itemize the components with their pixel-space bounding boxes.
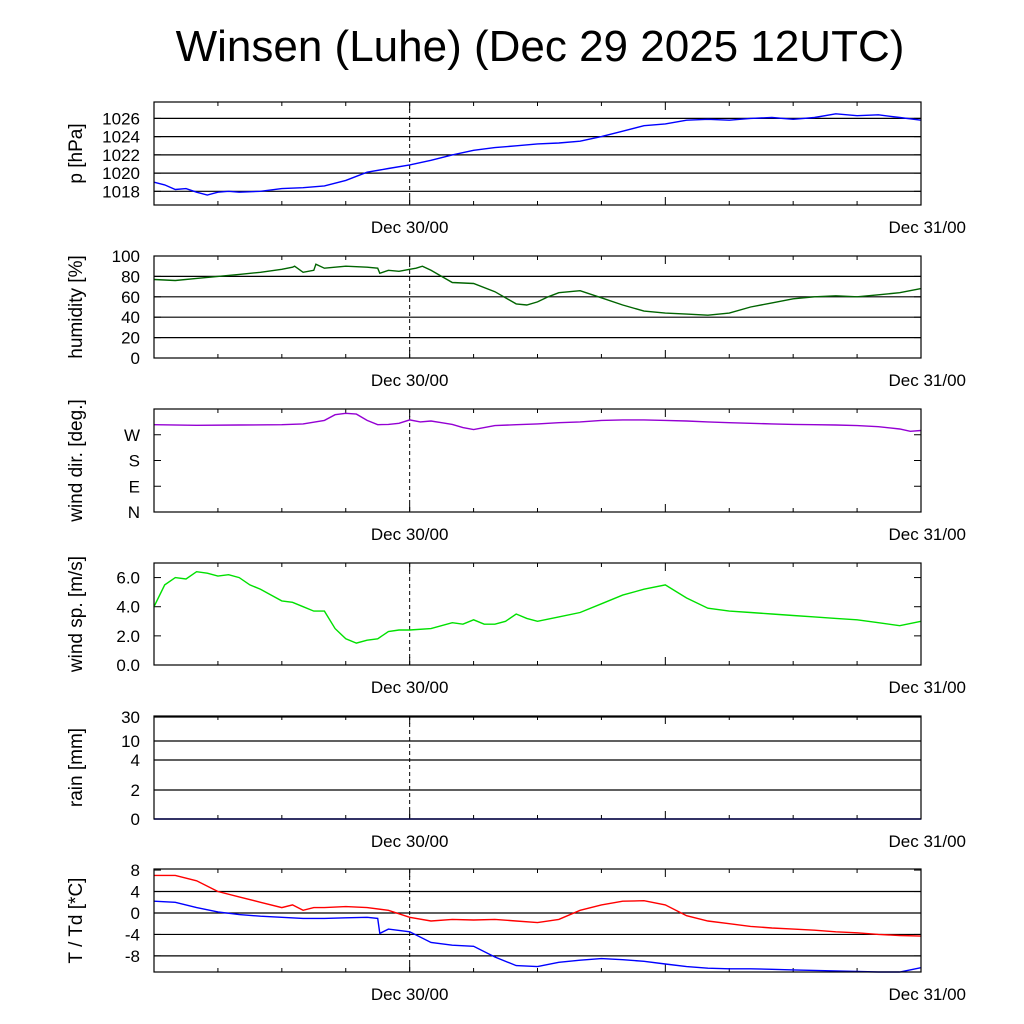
- series-line-0: [154, 874, 922, 937]
- plot-frame: [153, 868, 922, 973]
- x-tick-label: Dec 30/00: [371, 371, 449, 390]
- x-tick-label: Dec 31/00: [889, 832, 967, 851]
- y-tick-label: S: [129, 452, 140, 471]
- y-tick-label: 0: [131, 904, 140, 923]
- y-tick-label: 40: [121, 308, 140, 327]
- x-tick-label: Dec 31/00: [889, 218, 967, 237]
- y-tick-label: 10: [121, 732, 140, 751]
- plot-frame: [153, 408, 922, 513]
- panel-5: -8 -4 0 4 8 T / Td [*C] Dec 30/00 Dec 31/00: [66, 861, 966, 1004]
- x-tick-label: Dec 30/00: [371, 985, 449, 1004]
- x-tick-label: Dec 30/00: [371, 832, 449, 851]
- series-line-1: [153, 900, 922, 973]
- y-axis-label: wind sp. [m/s]: [66, 556, 87, 673]
- y-axis-label: rain [mm]: [66, 728, 87, 807]
- x-tick-label: Dec 31/00: [889, 985, 967, 1004]
- y-tick-label: N: [128, 503, 140, 522]
- y-tick-label: 0.0: [116, 656, 140, 675]
- y-tick-label: 6.0: [116, 569, 140, 588]
- series-line-0: [153, 412, 922, 433]
- x-tick-label: Dec 31/00: [889, 525, 967, 544]
- y-tick-label: 80: [121, 267, 140, 286]
- y-tick-label: 4: [131, 883, 140, 902]
- series-line-0: [153, 263, 922, 316]
- page-title: Winsen (Luhe) (Dec 29 2025 12UTC): [175, 22, 905, 71]
- y-tick-label: 20: [121, 329, 140, 348]
- y-tick-label: W: [124, 426, 140, 445]
- series-line-0: [153, 570, 922, 644]
- y-tick-label: 100: [112, 247, 140, 266]
- y-tick-label: 60: [121, 288, 140, 307]
- y-tick-label: 1026: [102, 109, 140, 128]
- y-axis-label: wind dir. [deg.]: [66, 399, 87, 523]
- x-tick-label: Dec 30/00: [371, 678, 449, 697]
- y-tick-label: 0: [131, 810, 140, 829]
- y-tick-label: 1020: [102, 164, 140, 183]
- y-tick-label: 2: [131, 781, 140, 800]
- series-line-0: [153, 113, 922, 196]
- y-tick-label: 0: [131, 349, 140, 368]
- y-tick-label: -4: [125, 925, 140, 944]
- y-tick-label: 1022: [102, 146, 140, 165]
- plot-frame: [153, 255, 922, 359]
- x-tick-label: Dec 31/00: [889, 371, 967, 390]
- plot-frame: [153, 562, 922, 666]
- y-axis-label: humidity [%]: [66, 255, 87, 358]
- y-tick-label: E: [129, 477, 140, 496]
- y-axis-label: T / Td [*C]: [66, 878, 87, 964]
- y-tick-label: -8: [125, 947, 140, 966]
- plot-frame: [153, 715, 922, 820]
- panel-4: 0 2 410 30 rain [mm] Dec 30/00 Dec 31/00: [66, 708, 966, 851]
- y-axis-label: p [hPa]: [66, 123, 87, 183]
- plot-frame: [153, 101, 922, 206]
- y-tick-label: 2.0: [116, 627, 140, 646]
- y-tick-label: 1024: [102, 128, 140, 147]
- x-tick-label: Dec 31/00: [889, 678, 967, 697]
- y-tick-label: 1018: [102, 182, 140, 201]
- y-tick-label: 30: [121, 708, 140, 727]
- panel-3: 0.0 2.0 4.0 6.0 wind sp. [m/s] Dec 30/00 Dec 3…: [66, 556, 966, 697]
- y-tick-label: 4.0: [116, 598, 140, 617]
- x-tick-label: Dec 30/00: [371, 218, 449, 237]
- y-tick-label: 4: [131, 751, 140, 770]
- y-tick-label: 8: [131, 861, 140, 880]
- x-tick-label: Dec 30/00: [371, 525, 449, 544]
